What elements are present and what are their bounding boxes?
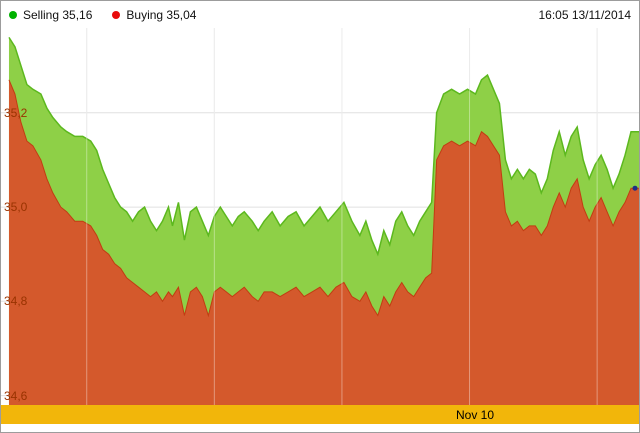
legend-selling: Selling 35,16 [9,8,92,22]
timestamp: 16:05 13/11/2014 [538,7,631,22]
legend-selling-label: Selling 35,16 [23,7,93,22]
bottom-strip [1,424,639,432]
chart-area[interactable]: 35,2 35,0 34,8 34,6 [1,28,639,405]
y-axis-tick-label: 34,8 [4,294,28,309]
y-axis-tick-label: 35,2 [4,105,28,120]
buying-dot-icon [112,10,121,19]
legend-buying-label: Buying 35,04 [126,7,197,22]
x-axis-bar: Nov 10 [1,405,639,424]
y-axis-tick-label: 34,6 [4,388,28,403]
y-axis-tick-label: 35,0 [4,200,28,215]
legend-buying: Buying 35,04 [112,8,196,22]
price-area-chart[interactable] [1,28,639,405]
x-axis-label: Nov 10 [456,408,495,422]
chart-legend-bar: Selling 35,16 Buying 35,04 16:05 13/11/2… [1,1,639,28]
selling-dot-icon [9,10,17,19]
